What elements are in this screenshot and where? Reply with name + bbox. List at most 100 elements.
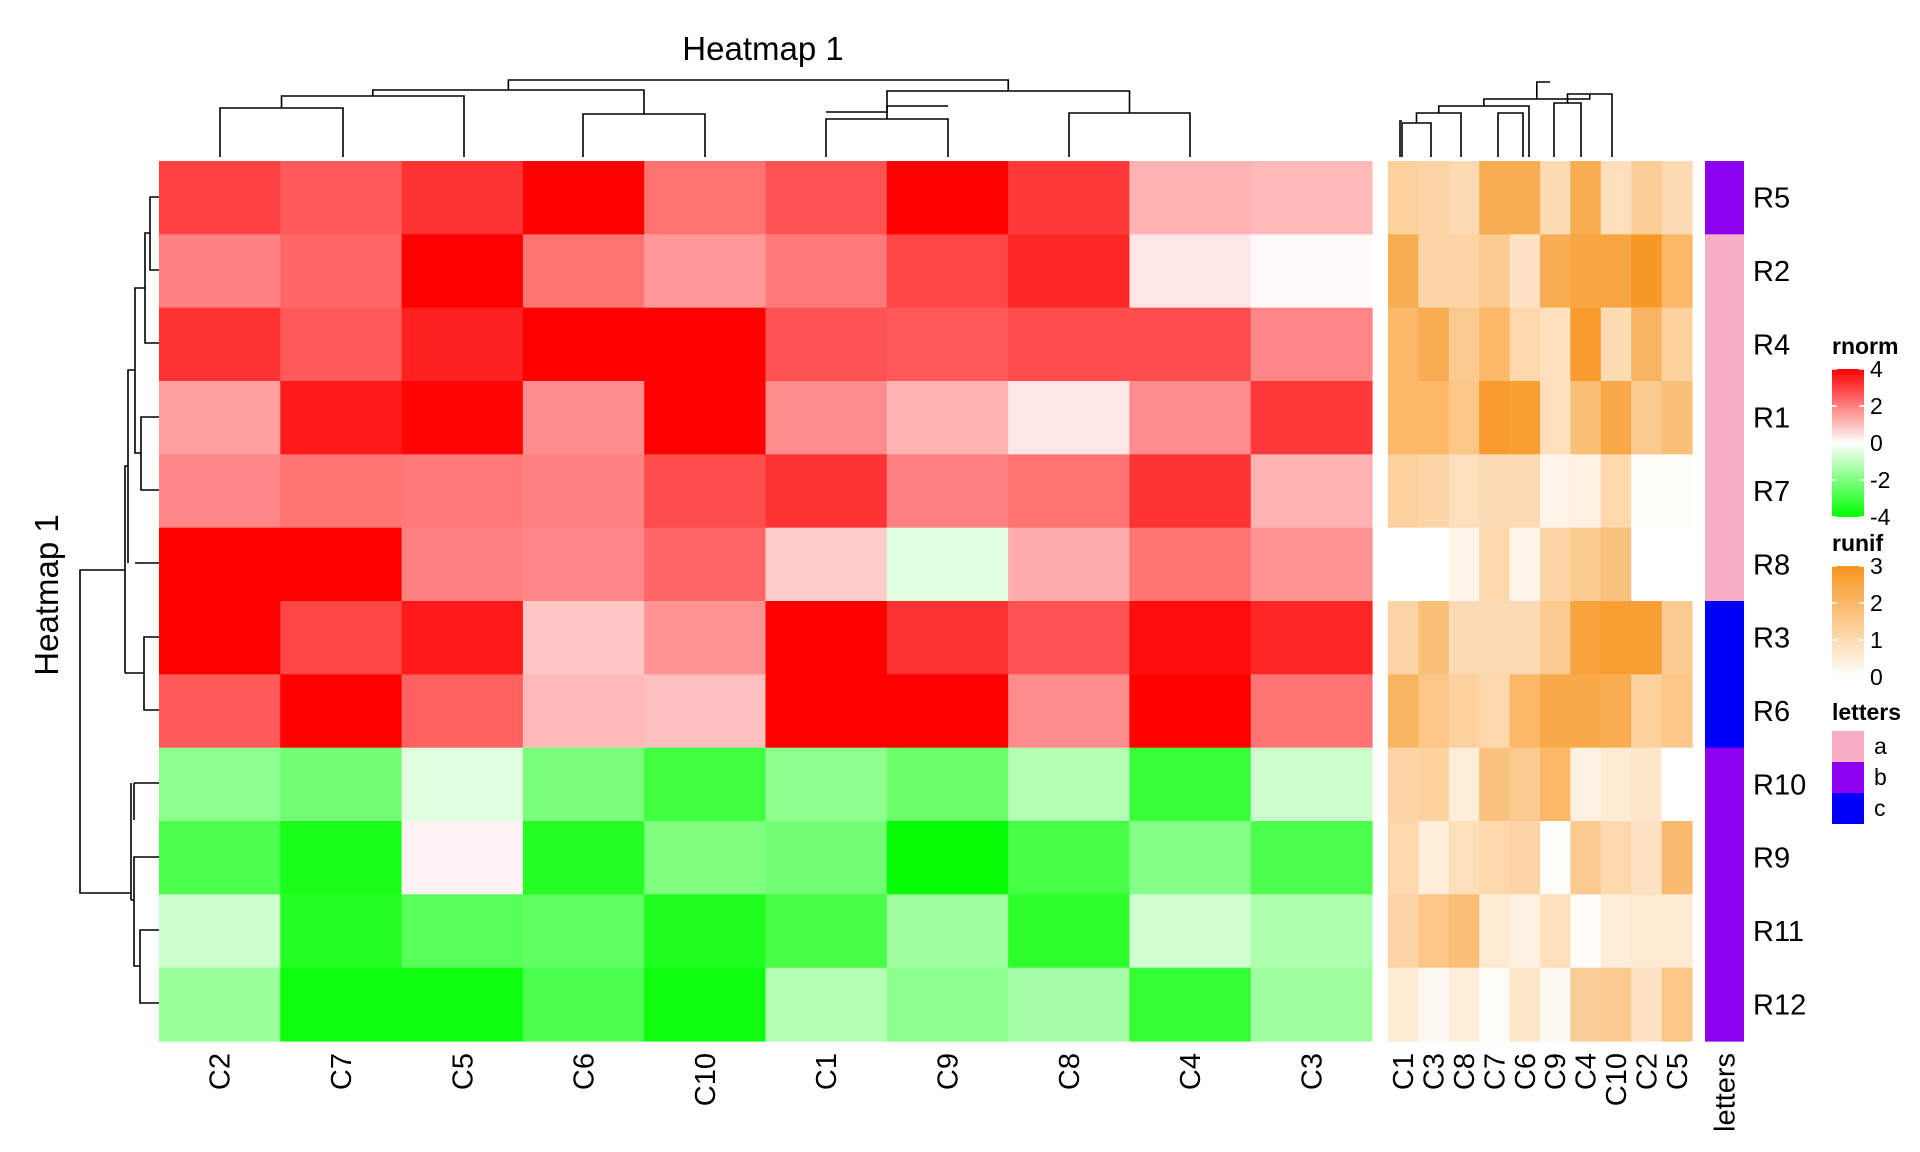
heatmap-cell-r5-c4 (1129, 161, 1252, 235)
runif-cell-r4-c10 (1600, 307, 1632, 382)
runif-cell-r12-c7 (1479, 967, 1511, 1042)
runif-col-label-c1: C1 (1388, 1053, 1420, 1090)
heatmap-cell-r3-c5 (401, 601, 524, 675)
runif-cell-r2-c2 (1631, 234, 1663, 309)
heatmap-cell-r6-c4 (1129, 674, 1252, 749)
main-col-label-c8: C8 (1054, 1053, 1086, 1090)
runif-cell-r10-c9 (1540, 747, 1571, 822)
runif-col-label-c5: C5 (1662, 1053, 1694, 1090)
runif-cell-r9-c10 (1600, 821, 1632, 895)
runif-cell-r7-c3 (1418, 454, 1450, 529)
runif-cell-r7-c10 (1600, 454, 1632, 529)
letters-cell-r4 (1705, 307, 1744, 382)
letters-cell-r12 (1705, 967, 1744, 1042)
runif-cell-r8-c1 (1388, 527, 1419, 602)
row-dendrogram (79, 196, 159, 1004)
heatmap-cell-r1-c2 (159, 381, 281, 455)
letters-cell-r3 (1705, 601, 1744, 675)
main-col-label-c4: C4 (1175, 1053, 1207, 1090)
runif-cell-r4-c2 (1631, 307, 1663, 382)
heatmap-cell-r10-c1 (765, 747, 888, 822)
runif-cell-r12-c9 (1540, 967, 1571, 1042)
heatmap-cell-r3-c1 (765, 601, 888, 675)
runif-cell-r5-c1 (1388, 161, 1419, 235)
runif-cell-r9-c9 (1540, 821, 1571, 895)
heatmap-cell-r5-c9 (886, 161, 1009, 235)
row-label-r7: R7 (1753, 476, 1790, 508)
letters-annotation (1705, 161, 1744, 1042)
runif-col-label-c7: C7 (1479, 1053, 1511, 1090)
heatmap-cell-r8-c10 (644, 527, 767, 602)
runif-cell-r11-c10 (1600, 894, 1632, 969)
runif-cell-r8-c7 (1479, 527, 1511, 602)
runif-cell-r3-c3 (1418, 601, 1450, 675)
runif-cell-r8-c10 (1600, 527, 1632, 602)
heatmap-cell-r9-c3 (1250, 821, 1373, 895)
heatmap-cell-r8-c6 (522, 527, 645, 602)
heatmap-cell-r2-c2 (159, 234, 281, 309)
runif-cell-r9-c2 (1631, 821, 1663, 895)
heatmap-cell-r7-c9 (886, 454, 1009, 529)
runif-tick-label: 1 (1870, 627, 1883, 653)
runif-cell-r4-c6 (1509, 307, 1541, 382)
runif-cell-r5-c8 (1448, 161, 1480, 235)
heatmap-cell-r1-c9 (886, 381, 1009, 455)
letters-col-label-letters: letters (1710, 1053, 1742, 1132)
runif-cell-r11-c6 (1509, 894, 1541, 969)
heatmap-cell-r11-c2 (159, 894, 281, 969)
heatmap-cell-r11-c7 (280, 894, 403, 969)
runif-cell-r11-c3 (1418, 894, 1450, 969)
runif-cell-r12-c1 (1388, 967, 1419, 1042)
runif-cell-r11-c5 (1661, 894, 1693, 969)
runif-cell-r8-c4 (1570, 527, 1602, 602)
runif-cell-r10-c10 (1600, 747, 1632, 822)
runif-cell-r3-c10 (1600, 601, 1632, 675)
heatmap-cell-r9-c6 (522, 821, 645, 895)
letters-cell-r2 (1705, 234, 1744, 309)
heatmap-cell-r5-c5 (401, 161, 524, 235)
runif-cell-r10-c6 (1509, 747, 1541, 822)
row-label-r11: R11 (1753, 916, 1804, 948)
heatmap-cell-r3-c10 (644, 601, 767, 675)
runif-cell-r9-c4 (1570, 821, 1602, 895)
heatmap-cell-r5-c8 (1008, 161, 1130, 235)
heatmap-cell-r6-c1 (765, 674, 888, 749)
heatmap-cell-r11-c6 (522, 894, 645, 969)
heatmap-cell-r9-c4 (1129, 821, 1252, 895)
heatmap-cell-r4-c7 (280, 307, 403, 382)
runif-cell-r4-c8 (1448, 307, 1480, 382)
column-dendrogram (219, 79, 1191, 157)
runif-cell-r8-c8 (1448, 527, 1480, 602)
heatmap-cell-r5-c1 (765, 161, 888, 235)
runif-cell-r5-c5 (1661, 161, 1693, 235)
heatmap-cell-r8-c9 (886, 527, 1009, 602)
runif-cell-r2-c9 (1540, 234, 1571, 309)
runif-cell-r4-c3 (1418, 307, 1450, 382)
runif-cell-r9-c8 (1448, 821, 1480, 895)
runif-cell-r6-c6 (1509, 674, 1541, 749)
runif-cell-r1-c9 (1540, 381, 1571, 455)
runif-cell-r5-c6 (1509, 161, 1541, 235)
heatmap-cell-r6-c6 (522, 674, 645, 749)
main-heatmap (159, 161, 1373, 1042)
runif-cell-r12-c10 (1600, 967, 1632, 1042)
runif-color-bar (1832, 566, 1864, 677)
runif-heatmap (1388, 161, 1693, 1042)
runif-cell-r6-c7 (1479, 674, 1511, 749)
heatmap-cell-r3-c3 (1250, 601, 1373, 675)
main-col-label-c1: C1 (811, 1053, 843, 1090)
runif-cell-r7-c7 (1479, 454, 1511, 529)
runif-cell-r1-c1 (1388, 381, 1419, 455)
main-col-label-c7: C7 (326, 1053, 358, 1090)
runif-cell-r11-c8 (1448, 894, 1480, 969)
letters-legend-label-b: b (1874, 764, 1887, 790)
main-col-label-c5: C5 (447, 1053, 479, 1090)
runif-col-label-c4: C4 (1571, 1053, 1603, 1090)
runif-cell-r6-c2 (1631, 674, 1663, 749)
runif-col-label-c3: C3 (1419, 1053, 1451, 1090)
heatmap-cell-r2-c7 (280, 234, 403, 309)
heatmap-cell-r10-c6 (522, 747, 645, 822)
heatmap-cell-r8-c8 (1008, 527, 1130, 602)
